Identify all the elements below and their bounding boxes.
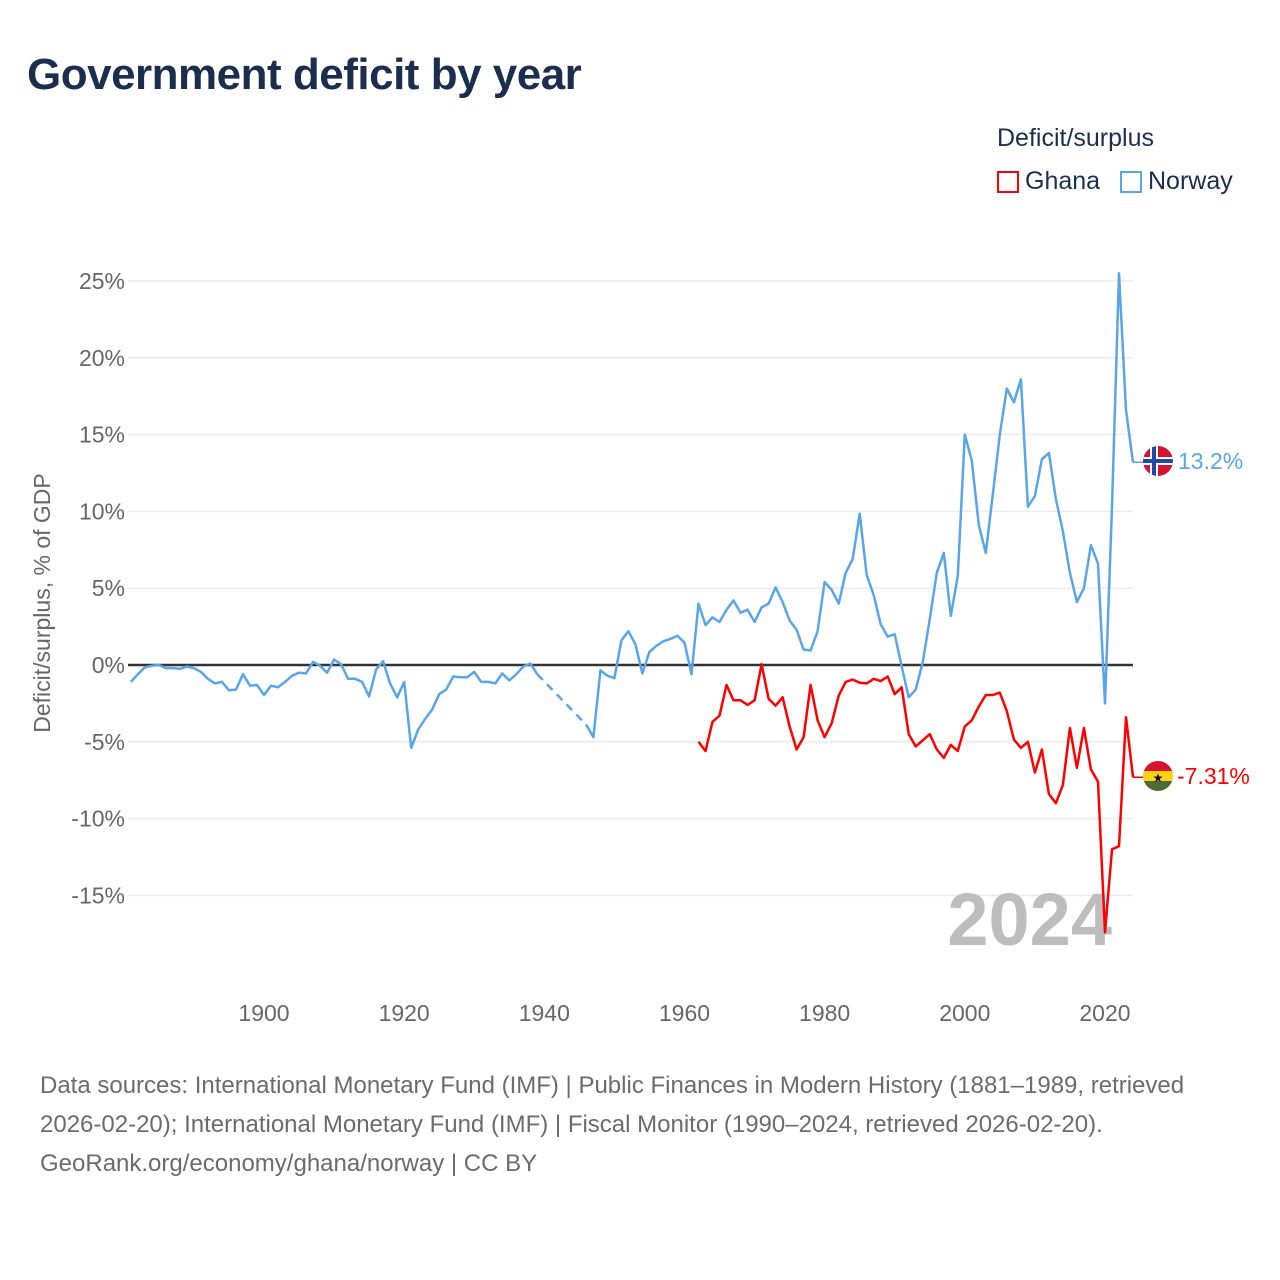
ghana-flag-icon: ★ [1143,761,1173,791]
svg-text:★: ★ [1153,771,1164,785]
legend-swatch-norway [1120,170,1142,193]
ghana-end-label: -7.31% [1177,763,1250,789]
norway-end-label: 13.2% [1178,448,1243,474]
y-tick-label: -15% [71,882,125,908]
x-tick-label: 1980 [799,1000,850,1026]
legend-item-norway[interactable]: Norway [1120,167,1233,196]
series-norway [129,272,1143,750]
series-gap-norway [536,673,588,726]
data-sources: Data sources: International Monetary Fun… [40,1072,1185,1138]
x-tick-label: 1920 [379,1000,430,1026]
series-line-norway [585,272,1135,739]
y-tick-label: 10% [79,498,125,524]
y-tick-label: 0% [92,652,125,678]
x-tick-label: 2000 [939,1000,990,1026]
x-tick-label: 2020 [1079,1000,1130,1026]
chart-title: Government deficit by year [27,50,582,99]
y-tick-label: 20% [79,345,125,371]
credit-link[interactable]: GeoRank.org/economy/ghana/norway | CC BY [40,1150,538,1177]
x-tick-label: 1960 [659,1000,710,1026]
x-tick-label: 1900 [238,1000,289,1026]
y-tick-label: 5% [92,575,125,601]
series-line-norway [129,658,539,750]
legend-title: Deficit/surplus [997,124,1154,152]
series-line-ghana [697,662,1135,934]
year-watermark: 2024 [947,878,1112,961]
legend-item-ghana[interactable]: Ghana [997,167,1100,196]
footer: Data sources: International Monetary Fun… [40,1066,1240,1183]
legend-label-norway: Norway [1148,167,1233,195]
norway-flag-icon [1143,446,1173,476]
y-tick-label: -5% [84,729,125,755]
y-tick-label: -10% [71,806,125,832]
y-axis-label: Deficit/surplus, % of GDP [29,473,55,732]
legend-label-ghana: Ghana [1025,167,1101,195]
x-tick-label: 1940 [519,1000,570,1026]
y-tick-label: 25% [79,268,125,294]
y-tick-label: 15% [79,422,125,448]
series-ghana [697,662,1143,934]
legend-swatch-ghana [997,170,1019,193]
